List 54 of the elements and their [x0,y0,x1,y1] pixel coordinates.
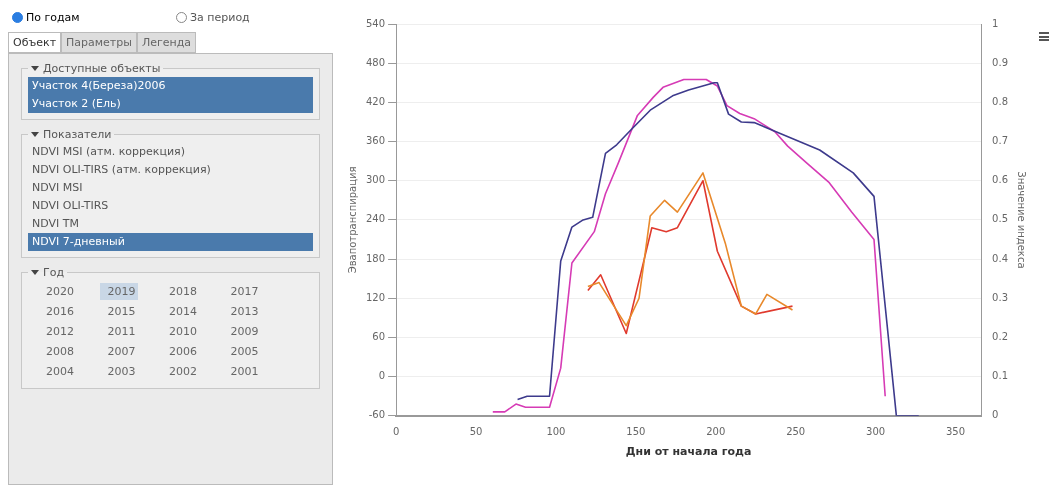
text: NDVI OLI-TIRS [31,198,110,214]
x-tick-label: 100 [546,426,566,438]
x-tick-label: 350 [945,426,966,438]
y-tick-label: 0 [378,370,386,382]
y2-tick-label: 0.7 [992,135,1008,147]
text: Доступные объекты [42,62,162,75]
x-tick-label: 0 [392,426,400,438]
text: NDVI TM [31,216,80,232]
text: За период [190,10,250,24]
text: Год [42,266,66,279]
y-tick-label: 60 [372,331,386,343]
text: NDVI 7-дневный [28,233,313,251]
text: 2004 2003 2002 2001 [45,364,260,380]
text: Параметры [61,32,137,53]
text: 2020 2019 2018 2017 [45,284,260,300]
text: NDVI MSI (атм. коррекция) [31,144,186,160]
y-tick-label: 300 [365,174,386,186]
y-tick-label: 480 [365,56,386,68]
text: 2012 2011 2010 2009 [45,324,260,340]
y-tick-label: 120 [365,291,386,303]
y2-tick-label: 0.8 [992,95,1008,107]
text: Участок 2 (Ель) [28,95,313,113]
y-tick-label: 180 [365,252,386,264]
text: Объект [8,32,62,53]
x-tick-label: 250 [786,426,806,438]
y2-tick-label: 0.9 [992,56,1008,68]
x-tick-label: 300 [866,426,886,438]
x-tick-label: 200 [706,426,726,438]
y2-tick-label: 0.4 [992,252,1008,264]
text: Показатели [42,128,113,141]
text: NDVI OLI-TIRS (атм. коррекция) [31,162,212,178]
text: Легенда [136,32,197,53]
y2-tick-label: 0 [992,409,999,421]
y-tick-label: 360 [365,135,386,147]
y2-tick-label: 0.3 [992,291,1008,303]
y-axis-title: Эвапотранспирация [346,166,358,274]
x-axis-title: Дни от начала года [625,445,752,459]
y2-tick-label: 0.6 [992,174,1008,186]
text: 2008 2007 2006 2005 [45,344,260,360]
text: 2016 2015 2014 2013 [45,304,260,320]
y2-tick-label: 0.5 [992,213,1008,225]
y-tick-label: 240 [365,213,386,225]
y2-tick-label: 1 [992,17,999,29]
y2-axis-title: Значение индекса [1016,171,1028,269]
y2-tick-label: 0.2 [992,331,1008,343]
y2-tick-label: 0.1 [992,370,1008,382]
y-tick-label: 420 [365,95,386,107]
y-tick-label: -60 [368,409,386,421]
x-tick-label: 150 [626,426,646,438]
y-tick-label: 540 [365,17,386,29]
text: По годам [26,10,81,24]
text: NDVI MSI [31,180,84,196]
text: Участок 4(Береза)2006 [28,77,313,95]
x-tick-label: 50 [469,426,483,438]
